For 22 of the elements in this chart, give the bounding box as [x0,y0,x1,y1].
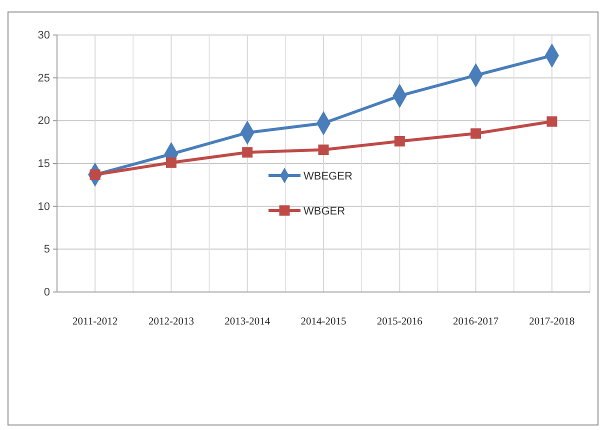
point [242,147,253,158]
x-tick-label: 2017-2018 [529,316,575,328]
point [546,116,558,127]
point [318,144,329,156]
y-tick-label: 0 [44,286,50,299]
x-tick-label: 2013-2014 [224,316,271,328]
point [166,157,176,168]
x-tick-label: 2012-2013 [148,316,194,328]
y-tick-label: 15 [38,158,50,170]
x-tick-label: 2015-2016 [376,316,422,328]
x-tick-label: 2014-2015 [300,316,346,328]
y-tick-label: 5 [44,244,50,256]
point [394,136,405,146]
x-tick-label: 2016-2017 [453,316,499,328]
y-tick-label: 10 [38,200,50,213]
y-tick-label: 20 [38,115,50,128]
point [470,128,482,139]
legend-label: WBGER [304,206,346,218]
y-tick-label: 25 [38,72,50,84]
y-tick-label: 30 [38,30,50,42]
x-tick-label: 2011-2012 [72,316,118,328]
legend-label: WBEGER [304,170,352,182]
